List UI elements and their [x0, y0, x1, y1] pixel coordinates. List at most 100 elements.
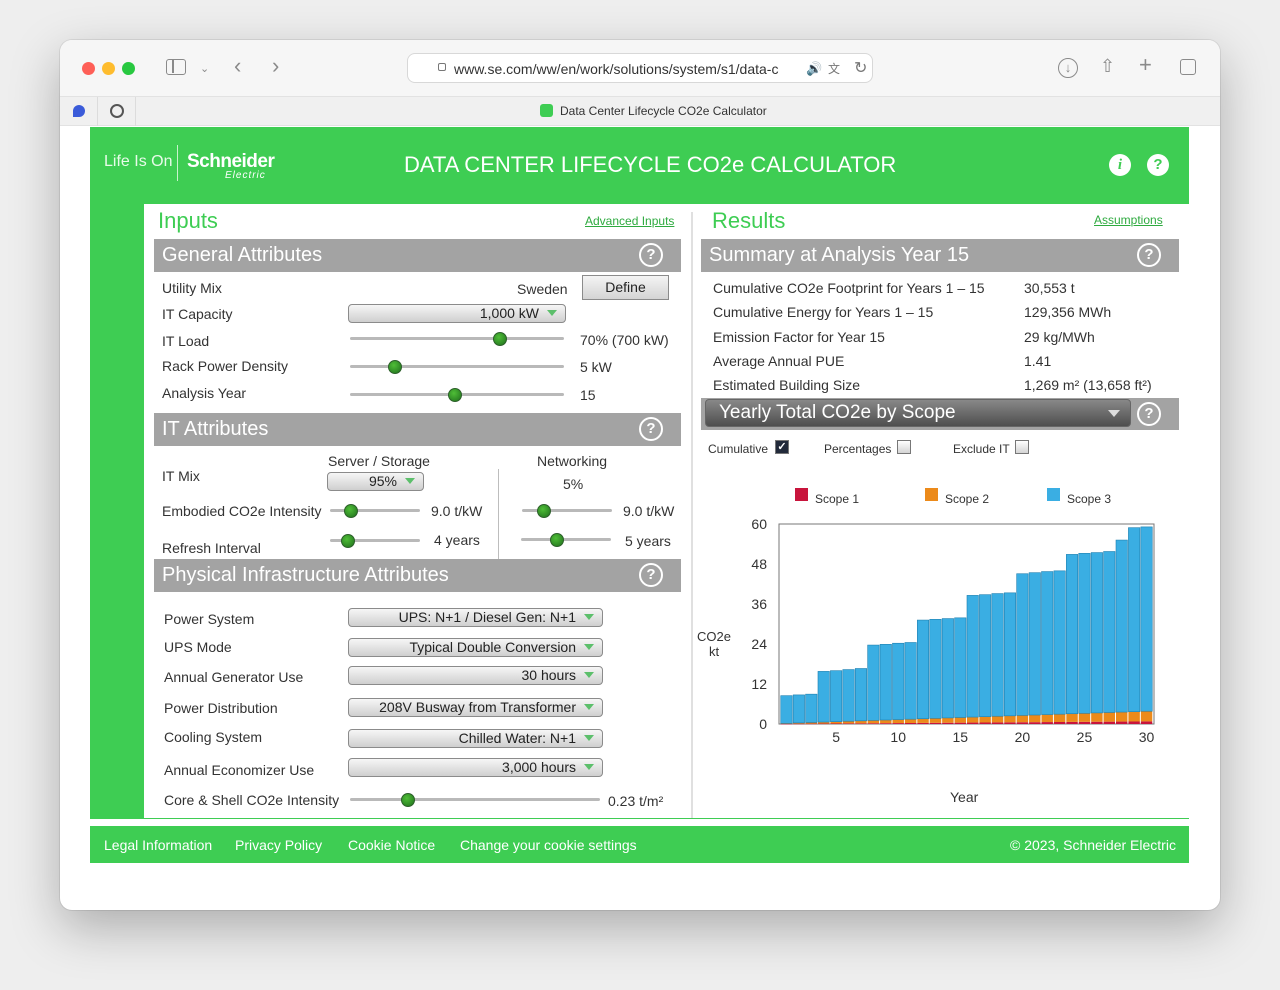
cookie-notice-link[interactable]: Cookie Notice: [348, 837, 436, 853]
bar-scope-2-year-14: [942, 717, 954, 723]
rack-density-slider[interactable]: [350, 360, 564, 374]
url-text[interactable]: www.se.com/ww/en/work/solutions/system/s…: [454, 61, 779, 77]
slider-thumb[interactable]: [387, 360, 402, 374]
bar-scope-3-year-19: [1003, 592, 1016, 717]
bar-scope-3-year-26: [1090, 552, 1103, 714]
help-circle-icon[interactable]: ?: [1137, 243, 1161, 267]
bar-scope-2-year-23: [1053, 714, 1066, 722]
slider-thumb[interactable]: [341, 534, 355, 548]
new-tab-icon[interactable]: +: [1139, 52, 1152, 77]
slider-thumb[interactable]: [550, 533, 564, 547]
it-capacity-select[interactable]: 1,000 kW: [348, 304, 566, 323]
core-shell-value: 0.23 t/m²: [608, 793, 664, 809]
percentages-checkbox[interactable]: [897, 440, 911, 454]
bar-scope-1-year-27: [1103, 721, 1116, 724]
refresh-server-slider[interactable]: [330, 534, 420, 548]
bar-scope-1-year-25: [1078, 721, 1091, 724]
chevron-down-icon: [584, 614, 594, 620]
it-column-separator: [498, 469, 499, 559]
legal-link[interactable]: Legal Information: [104, 837, 213, 853]
bar-scope-1-year-13: [929, 722, 942, 724]
legend-scope-1-swatch: [795, 488, 808, 501]
browser-window: ⌄ ‹ › www.se.com/ww/en/work/solutions/sy…: [60, 40, 1220, 910]
help-icon[interactable]: ?: [1147, 154, 1169, 176]
refresh-net-slider[interactable]: [521, 533, 611, 547]
help-circle-icon[interactable]: ?: [639, 243, 663, 267]
help-circle-icon[interactable]: ?: [639, 563, 663, 587]
help-circle-icon[interactable]: ?: [639, 417, 663, 441]
back-icon[interactable]: ‹: [234, 53, 242, 78]
slider-thumb[interactable]: [492, 332, 507, 346]
slider-thumb[interactable]: [400, 793, 415, 807]
info-icon[interactable]: i: [1109, 154, 1131, 176]
footer: Legal Information Privacy Policy Cookie …: [90, 826, 1189, 863]
physical-attributes-header: Physical Infrastructure Attributes ?: [154, 559, 681, 592]
embodied-server-slider[interactable]: [330, 504, 420, 518]
analysis-year-slider[interactable]: [350, 388, 564, 402]
it-mix-select[interactable]: 95%: [327, 472, 424, 491]
generator-use-select[interactable]: 30 hours: [348, 666, 603, 685]
it-load-slider[interactable]: [350, 332, 564, 346]
bar-scope-3-year-28: [1115, 539, 1128, 713]
power-distribution-select[interactable]: 208V Busway from Transformer: [348, 698, 603, 717]
general-attributes-title: General Attributes: [162, 244, 323, 266]
slider-track: [330, 509, 420, 512]
power-system-select[interactable]: UPS: N+1 / Diesel Gen: N+1: [348, 608, 603, 627]
tab-overview-icon[interactable]: [1180, 59, 1196, 75]
zoom-window-button[interactable]: [122, 62, 135, 75]
chevron-down-icon: [405, 478, 415, 484]
bar-scope-2-year-29: [1128, 711, 1140, 722]
bar-scope-1-year-16: [966, 722, 979, 724]
economizer-use-select[interactable]: 3,000 hours: [348, 758, 603, 777]
chart-type-select[interactable]: Yearly Total CO2e by Scope: [705, 399, 1131, 427]
pinned-tab-2[interactable]: [98, 97, 136, 126]
reload-icon[interactable]: ↻: [854, 60, 868, 77]
bar-scope-2-year-8: [867, 720, 880, 724]
define-button[interactable]: Define: [582, 275, 669, 300]
pinned-tab-1[interactable]: [60, 97, 98, 126]
bar-scope-1-year-10: [892, 723, 904, 724]
tab-title[interactable]: Data Center Lifecycle CO2e Calculator: [560, 104, 767, 118]
speaker-icon[interactable]: 🔊: [806, 61, 823, 76]
bar-scope-3-year-3: [805, 693, 818, 723]
cooling-system-select[interactable]: Chilled Water: N+1: [348, 729, 603, 748]
it-mix-value: 95%: [368, 473, 397, 489]
chevron-down-icon: [584, 644, 594, 650]
advanced-inputs-link[interactable]: Advanced Inputs: [585, 214, 675, 228]
chevron-down-icon[interactable]: ⌄: [200, 63, 210, 75]
embodied-net-slider[interactable]: [522, 504, 612, 518]
slider-track: [350, 365, 564, 368]
bar-scope-3-year-23: [1053, 570, 1066, 715]
slider-thumb[interactable]: [447, 388, 462, 402]
cumulative-checkbox[interactable]: ✓: [775, 440, 789, 454]
cookie-settings-link[interactable]: Change your cookie settings: [460, 837, 637, 853]
legend-scope-2-swatch: [925, 488, 938, 501]
bar-scope-1-year-2: [793, 723, 805, 725]
cumulative-label: Cumulative: [708, 442, 769, 456]
summary-row-value: 129,356 MWh: [1024, 304, 1112, 321]
close-window-button[interactable]: [82, 62, 95, 75]
share-icon[interactable]: ⇧: [1100, 56, 1116, 76]
minimize-window-button[interactable]: [102, 62, 115, 75]
download-icon[interactable]: ↓: [1058, 58, 1078, 78]
bar-scope-3-year-27: [1103, 551, 1116, 713]
exclude-it-checkbox[interactable]: [1015, 440, 1029, 454]
assumptions-link[interactable]: Assumptions: [1094, 213, 1163, 227]
translate-icon[interactable]: 文: [828, 62, 841, 76]
x-tick-label: 10: [890, 729, 906, 745]
sidebar-toggle-icon[interactable]: [166, 59, 186, 75]
privacy-link[interactable]: Privacy Policy: [235, 837, 323, 853]
summary-row-label: Average Annual PUE: [713, 352, 845, 369]
slider-thumb[interactable]: [343, 504, 358, 518]
bar-scope-1-year-28: [1116, 721, 1128, 724]
slider-thumb[interactable]: [536, 504, 551, 518]
help-circle-icon[interactable]: ?: [1137, 402, 1161, 426]
forward-icon[interactable]: ›: [272, 53, 280, 78]
general-attributes-header: General Attributes ?: [154, 239, 681, 272]
bar-scope-2-year-3: [805, 722, 817, 724]
core-shell-slider[interactable]: [350, 793, 600, 807]
address-bar[interactable]: www.se.com/ww/en/work/solutions/system/s…: [407, 53, 873, 83]
ups-mode-select[interactable]: Typical Double Conversion: [348, 638, 603, 657]
y-tick-label: 12: [751, 676, 767, 692]
bar-scope-2-year-30: [1140, 711, 1153, 722]
